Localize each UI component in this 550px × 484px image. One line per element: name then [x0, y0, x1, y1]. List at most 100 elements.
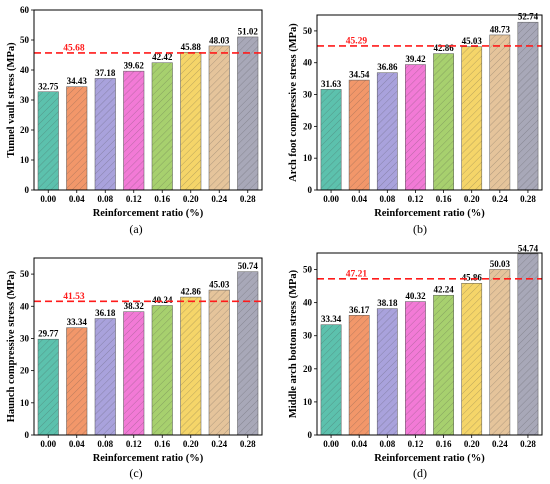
x-tick-label: 0.28 — [240, 439, 256, 449]
plot-frame — [33, 257, 263, 436]
y-tick-label: 60 — [20, 5, 30, 15]
data-label: 52.74 — [518, 12, 539, 22]
bar-hatch — [517, 253, 539, 435]
data-label: 39.42 — [405, 54, 426, 64]
plot-frame — [316, 252, 543, 436]
x-tick-label: 0.08 — [379, 439, 395, 449]
bar-hatch — [123, 311, 145, 435]
y-tick-label: 10 — [20, 155, 30, 165]
panel-label: (d) — [413, 466, 427, 480]
x-tick-label: 0.04 — [351, 439, 367, 449]
reference-label: 45.68 — [63, 43, 85, 53]
chart-panel-a: 32.75 0.00 34.43 0.04 37.18 0.08 39.62 0.12 42.4… — [6, 5, 263, 236]
data-label: 42.86 — [433, 43, 454, 53]
y-tick-label: 50 — [20, 35, 30, 45]
chart-panel-b: 31.63 0.00 34.54 0.04 36.86 0.08 39.42 0.12 42.8… — [288, 12, 543, 236]
bar-hatch — [405, 301, 426, 435]
data-label: 50.03 — [490, 259, 511, 269]
y-tick-label: 20 — [303, 364, 313, 374]
bar-hatch — [377, 308, 398, 435]
data-label: 39.62 — [124, 61, 145, 71]
x-tick-label: 0.12 — [126, 439, 142, 449]
y-tick-label: 40 — [20, 65, 30, 75]
x-tick-label: 0.16 — [154, 439, 170, 449]
panel-label: (a) — [129, 222, 142, 236]
x-tick-label: 0.28 — [520, 439, 536, 449]
chart-panel-d: 33.34 0.00 36.17 0.04 38.18 0.08 40.32 0.12 42.2… — [288, 243, 543, 480]
x-tick-label: 0.24 — [492, 194, 508, 204]
data-label: 48.03 — [209, 35, 230, 45]
bar-hatch — [94, 318, 116, 435]
y-axis-title: Tunnel vault stress (MPa) — [6, 42, 17, 158]
x-tick-label: 0.08 — [97, 439, 113, 449]
data-label: 45.88 — [181, 42, 202, 52]
bar-hatch — [180, 297, 202, 435]
y-tick-label: 50 — [303, 26, 313, 36]
y-tick-label: 0 — [308, 185, 313, 195]
y-tick-label: 40 — [20, 301, 30, 311]
panel-label: (b) — [413, 222, 427, 236]
x-axis-title: Reinforcement ratio (%) — [374, 208, 485, 219]
data-label: 34.54 — [349, 70, 370, 80]
reference-label: 41.53 — [63, 292, 85, 302]
x-axis-title: Reinforcement ratio (%) — [374, 453, 485, 464]
y-tick-label: 20 — [303, 121, 313, 131]
x-tick-label: 0.04 — [69, 194, 85, 204]
x-tick-label: 0.20 — [183, 194, 199, 204]
reference-label: 47.21 — [346, 269, 368, 279]
bar-hatch — [208, 45, 230, 190]
bar-hatch — [66, 86, 88, 190]
bar-hatch — [349, 315, 370, 435]
y-tick-label: 30 — [20, 95, 30, 105]
data-label: 42.42 — [152, 52, 173, 62]
data-label: 45.86 — [462, 273, 483, 283]
x-tick-label: 0.20 — [464, 439, 480, 449]
data-label: 42.24 — [433, 285, 454, 295]
y-tick-label: 20 — [20, 366, 30, 376]
x-tick-label: 0.28 — [520, 194, 536, 204]
chart-panel-c: 29.77 0.00 33.34 0.04 36.18 0.08 38.32 0.12 40.2… — [6, 257, 263, 480]
bar-hatch — [461, 46, 482, 190]
y-tick-label: 0 — [25, 430, 30, 440]
bar-hatch — [66, 327, 88, 435]
bar-hatch — [123, 71, 145, 190]
bar-hatch — [151, 305, 173, 435]
y-axis-title: Haunch compressive stress (MPa) — [6, 270, 17, 422]
data-label: 38.18 — [377, 298, 398, 308]
bar-hatch — [37, 339, 59, 435]
x-tick-label: 0.28 — [240, 194, 256, 204]
bar-hatch — [320, 89, 342, 190]
data-label: 29.77 — [38, 329, 59, 339]
y-tick-label: 10 — [303, 397, 313, 407]
x-axis-title: Reinforcement ratio (%) — [93, 208, 204, 219]
x-tick-label: 0.00 — [40, 439, 56, 449]
data-label: 36.86 — [377, 62, 398, 72]
x-tick-label: 0.12 — [126, 194, 142, 204]
bar-hatch — [37, 91, 59, 190]
data-label: 31.63 — [321, 79, 342, 89]
y-axis-title: Arch foot compressive stress (MPa) — [288, 23, 299, 182]
x-tick-label: 0.12 — [408, 439, 424, 449]
panel-label: (c) — [129, 466, 142, 480]
data-label: 40.32 — [405, 291, 426, 301]
x-tick-label: 0.16 — [154, 194, 170, 204]
data-label: 42.86 — [181, 287, 202, 297]
x-tick-label: 0.00 — [323, 194, 339, 204]
bar-hatch — [377, 72, 398, 190]
data-label: 45.03 — [462, 36, 483, 46]
y-tick-label: 10 — [303, 153, 313, 163]
x-tick-label: 0.16 — [436, 439, 452, 449]
bar-hatch — [320, 324, 342, 435]
bar-hatch — [237, 271, 259, 435]
data-label: 51.02 — [238, 26, 259, 36]
reference-label: 45.29 — [346, 36, 368, 46]
data-label: 33.34 — [321, 314, 342, 324]
bar-hatch — [180, 52, 202, 190]
bar-hatch — [349, 80, 370, 190]
x-axis-title: Reinforcement ratio (%) — [93, 453, 204, 464]
bar-hatch — [237, 36, 259, 190]
x-tick-label: 0.24 — [211, 194, 227, 204]
x-tick-label: 0.08 — [379, 194, 395, 204]
y-tick-label: 40 — [303, 298, 313, 308]
